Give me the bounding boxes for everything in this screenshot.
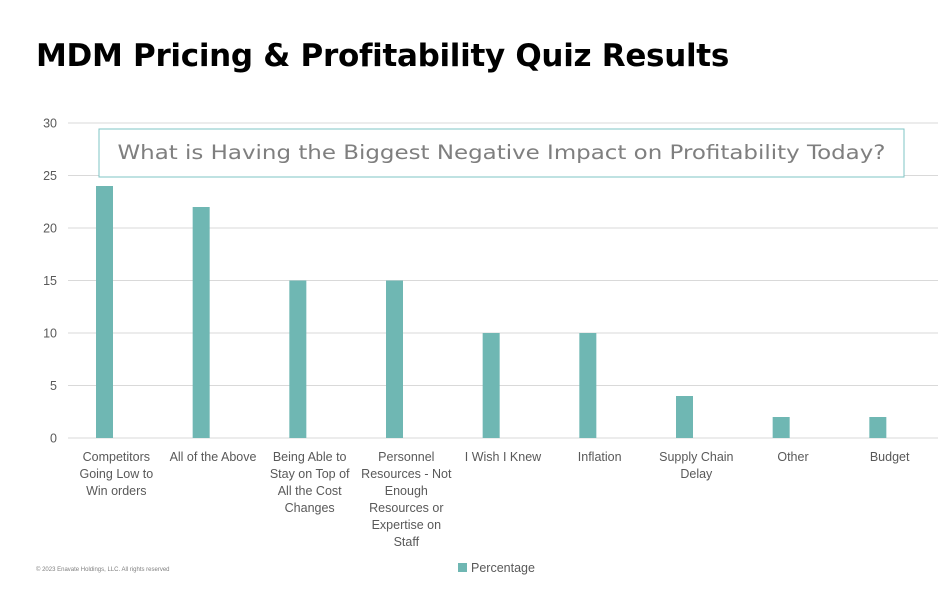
bar: [96, 186, 113, 438]
x-tick-label: Being Able to: [273, 450, 347, 464]
x-tick-label: Competitors: [83, 450, 150, 464]
x-tick-label: All of the Above: [170, 450, 257, 464]
y-tick-label: 10: [43, 327, 57, 341]
x-tick-label: Personnel: [378, 450, 434, 464]
x-tick-label: Stay on Top of: [270, 467, 350, 481]
y-tick-label: 25: [43, 169, 57, 183]
bar: [869, 417, 887, 438]
x-tick-label: I Wish I Knew: [465, 450, 542, 464]
copyright-footer: © 2023 Enavate Holdings, LLC. All rights…: [36, 567, 170, 573]
y-tick-label: 5: [50, 379, 57, 393]
x-tick-label: Staff: [394, 535, 420, 549]
x-tick-label: Delay: [680, 467, 713, 481]
y-tick-label: 15: [43, 274, 57, 288]
bar: [482, 333, 500, 438]
x-tick-label: Expertise on: [372, 518, 442, 532]
page-title: MDM Pricing & Profitability Quiz Results: [36, 38, 729, 74]
y-tick-label: 30: [43, 117, 57, 131]
x-tick-label: Resources - Not: [361, 467, 452, 481]
x-tick-label: Enough: [385, 484, 428, 498]
x-tick-label: Changes: [285, 501, 335, 515]
legend-label: Percentage: [471, 561, 535, 575]
question-box: [98, 128, 905, 178]
bar: [676, 396, 693, 438]
x-tick-label: All the Cost: [278, 484, 342, 498]
x-tick-label: Inflation: [578, 450, 622, 464]
x-tick-label: Going Low to: [79, 467, 153, 481]
bar: [192, 207, 210, 438]
bar: [386, 280, 403, 438]
x-tick-label: Other: [777, 450, 808, 464]
y-tick-label: 20: [43, 222, 57, 236]
bar: [289, 280, 307, 438]
x-tick-label: Supply Chain: [659, 450, 733, 464]
x-tick-label: Budget: [870, 450, 910, 464]
x-tick-label: Resources or: [369, 501, 443, 515]
bar: [579, 333, 597, 438]
x-tick-label: Win orders: [86, 484, 146, 498]
y-tick-label: 0: [50, 432, 57, 446]
question-text: What is Having the Biggest Negative Impa…: [118, 141, 886, 164]
legend-swatch: [458, 563, 467, 572]
bar: [772, 417, 790, 438]
